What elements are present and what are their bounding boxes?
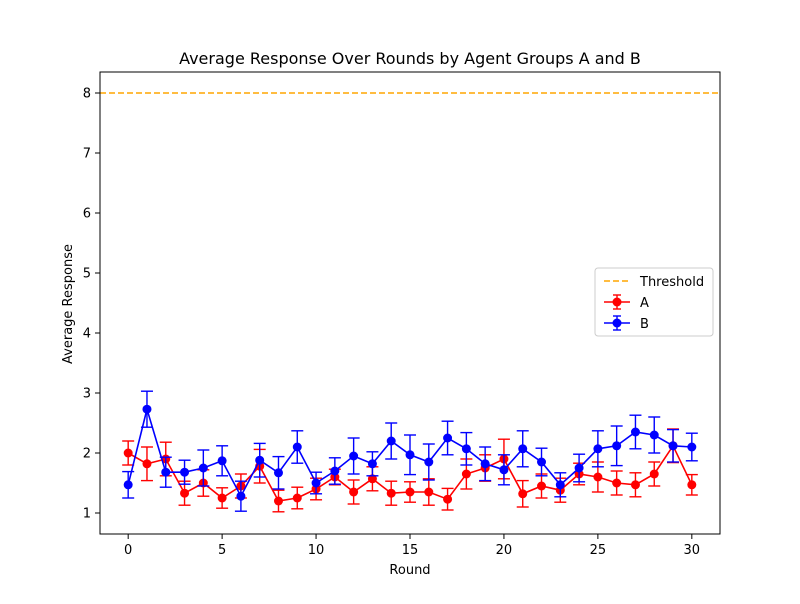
data-point-b-22 bbox=[537, 457, 547, 467]
data-point-b-20 bbox=[499, 465, 509, 475]
data-point-b-3 bbox=[180, 467, 190, 477]
data-point-b-4 bbox=[198, 463, 208, 473]
x-tick-label-30: 30 bbox=[684, 543, 701, 558]
data-point-b-13 bbox=[367, 459, 377, 469]
data-point-b-15 bbox=[405, 450, 415, 460]
y-tick-label-3: 3 bbox=[83, 387, 91, 402]
legend-b-label: B bbox=[640, 317, 649, 332]
data-point-b-30 bbox=[687, 442, 697, 452]
x-tick-label-10: 10 bbox=[308, 543, 325, 558]
x-tick-label-20: 20 bbox=[496, 543, 513, 558]
legend-threshold-label: Threshold bbox=[639, 275, 704, 290]
data-point-b-29 bbox=[668, 441, 678, 451]
y-axis-label: Average Response bbox=[61, 244, 76, 364]
data-point-b-9 bbox=[292, 442, 302, 452]
x-axis-label: Round bbox=[389, 563, 430, 578]
data-point-b-25 bbox=[593, 444, 603, 454]
data-point-b-16 bbox=[424, 457, 434, 467]
data-point-b-26 bbox=[612, 441, 622, 451]
data-point-b-17 bbox=[443, 433, 453, 443]
y-tick-label-4: 4 bbox=[83, 327, 91, 342]
data-point-b-10 bbox=[311, 478, 321, 488]
y-tick-label-6: 6 bbox=[83, 207, 91, 222]
x-tick-label-25: 25 bbox=[590, 543, 607, 558]
data-point-a-26 bbox=[612, 478, 622, 488]
data-point-b-23 bbox=[555, 480, 565, 490]
data-point-b-28 bbox=[649, 430, 659, 440]
plot-area: 0 5 10 15 20 25 30 1 2 3 4 5 6 7 8 bbox=[83, 71, 721, 558]
data-point-a-21 bbox=[518, 489, 528, 499]
y-tick-label-5: 5 bbox=[83, 267, 91, 282]
data-point-a-22 bbox=[537, 481, 547, 491]
data-point-b-14 bbox=[386, 436, 396, 446]
data-point-b-5 bbox=[217, 456, 227, 466]
x-tick-label-5: 5 bbox=[218, 543, 226, 558]
data-point-a-12 bbox=[349, 487, 359, 497]
data-point-b-24 bbox=[574, 463, 584, 473]
data-point-a-16 bbox=[424, 487, 434, 497]
y-tick-label-8: 8 bbox=[83, 87, 91, 102]
data-point-a-8 bbox=[273, 496, 283, 506]
data-point-a-3 bbox=[180, 488, 190, 498]
data-point-b-11 bbox=[330, 466, 340, 476]
data-point-a-5 bbox=[217, 493, 227, 503]
x-tick-label-0: 0 bbox=[124, 543, 132, 558]
data-point-a-18 bbox=[461, 469, 471, 479]
data-point-b-0 bbox=[123, 480, 133, 490]
legend: Threshold A B bbox=[594, 267, 714, 337]
data-point-a-25 bbox=[593, 472, 603, 482]
data-point-b-2 bbox=[161, 467, 171, 477]
data-point-b-8 bbox=[273, 468, 283, 478]
data-point-b-7 bbox=[255, 455, 265, 465]
y-tick-label-2: 2 bbox=[83, 447, 91, 462]
data-point-a-17 bbox=[443, 494, 453, 504]
data-point-b-19 bbox=[480, 459, 490, 469]
legend-frame bbox=[594, 267, 714, 337]
data-point-a-13 bbox=[367, 474, 377, 484]
data-point-a-27 bbox=[630, 480, 640, 490]
y-tick-label-1: 1 bbox=[83, 507, 91, 522]
x-tick-label-15: 15 bbox=[402, 543, 419, 558]
chart-title: Average Response Over Rounds by Agent Gr… bbox=[179, 49, 641, 68]
data-point-a-30 bbox=[687, 480, 697, 490]
legend-a-swatch-marker bbox=[612, 297, 622, 307]
data-point-b-6 bbox=[236, 491, 246, 501]
legend-a-label: A bbox=[640, 296, 649, 311]
y-tick-label-7: 7 bbox=[83, 147, 91, 162]
data-point-b-12 bbox=[349, 451, 359, 461]
legend-b-swatch-marker bbox=[612, 318, 622, 328]
data-point-a-9 bbox=[292, 493, 302, 503]
data-point-a-15 bbox=[405, 487, 415, 497]
data-point-a-28 bbox=[649, 469, 659, 479]
data-point-a-1 bbox=[142, 459, 152, 469]
data-point-b-21 bbox=[518, 444, 528, 454]
data-point-b-18 bbox=[461, 444, 471, 454]
data-point-a-14 bbox=[386, 488, 396, 498]
data-point-b-1 bbox=[142, 404, 152, 414]
data-point-a-0 bbox=[123, 448, 133, 458]
data-point-b-27 bbox=[630, 427, 640, 437]
series-b bbox=[122, 390, 698, 512]
